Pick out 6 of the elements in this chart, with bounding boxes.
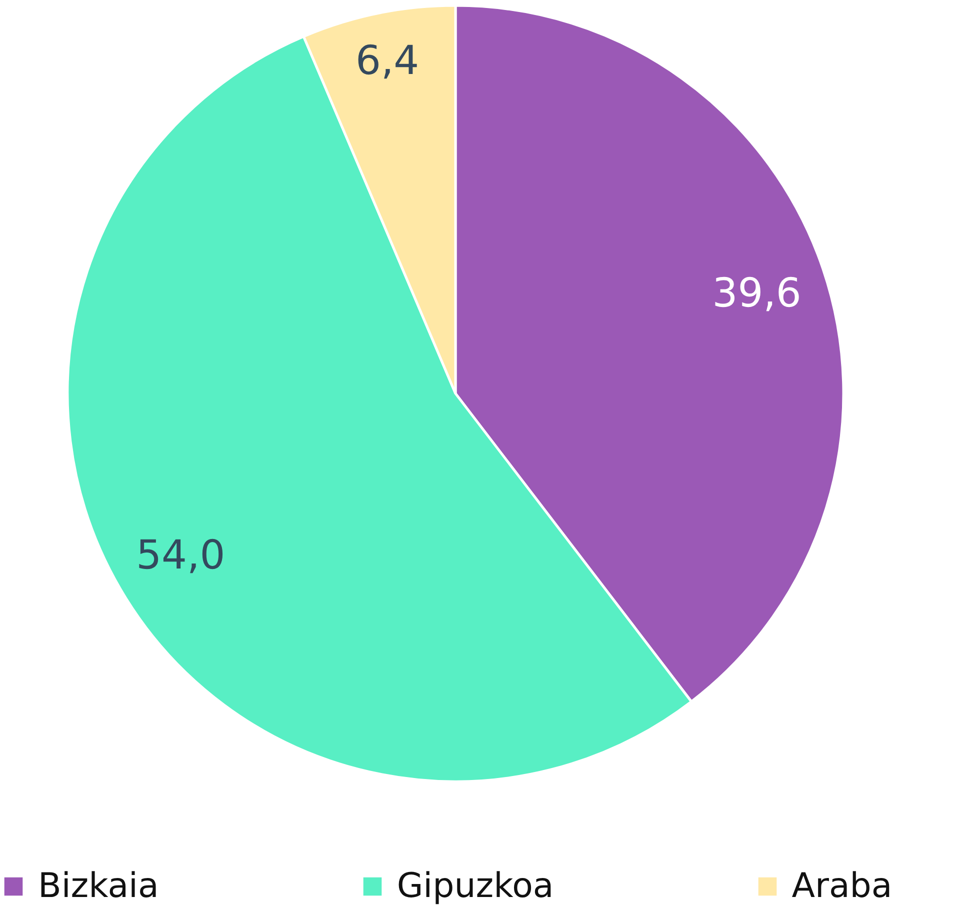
legend-label: Gipuzkoa <box>396 866 554 906</box>
data-label: 54,0 <box>136 532 226 579</box>
legend-label: Araba <box>792 866 892 906</box>
data-label: 39,6 <box>712 270 802 316</box>
legend-label: Bizkaia <box>38 866 159 906</box>
data-label: 6,4 <box>356 38 420 84</box>
